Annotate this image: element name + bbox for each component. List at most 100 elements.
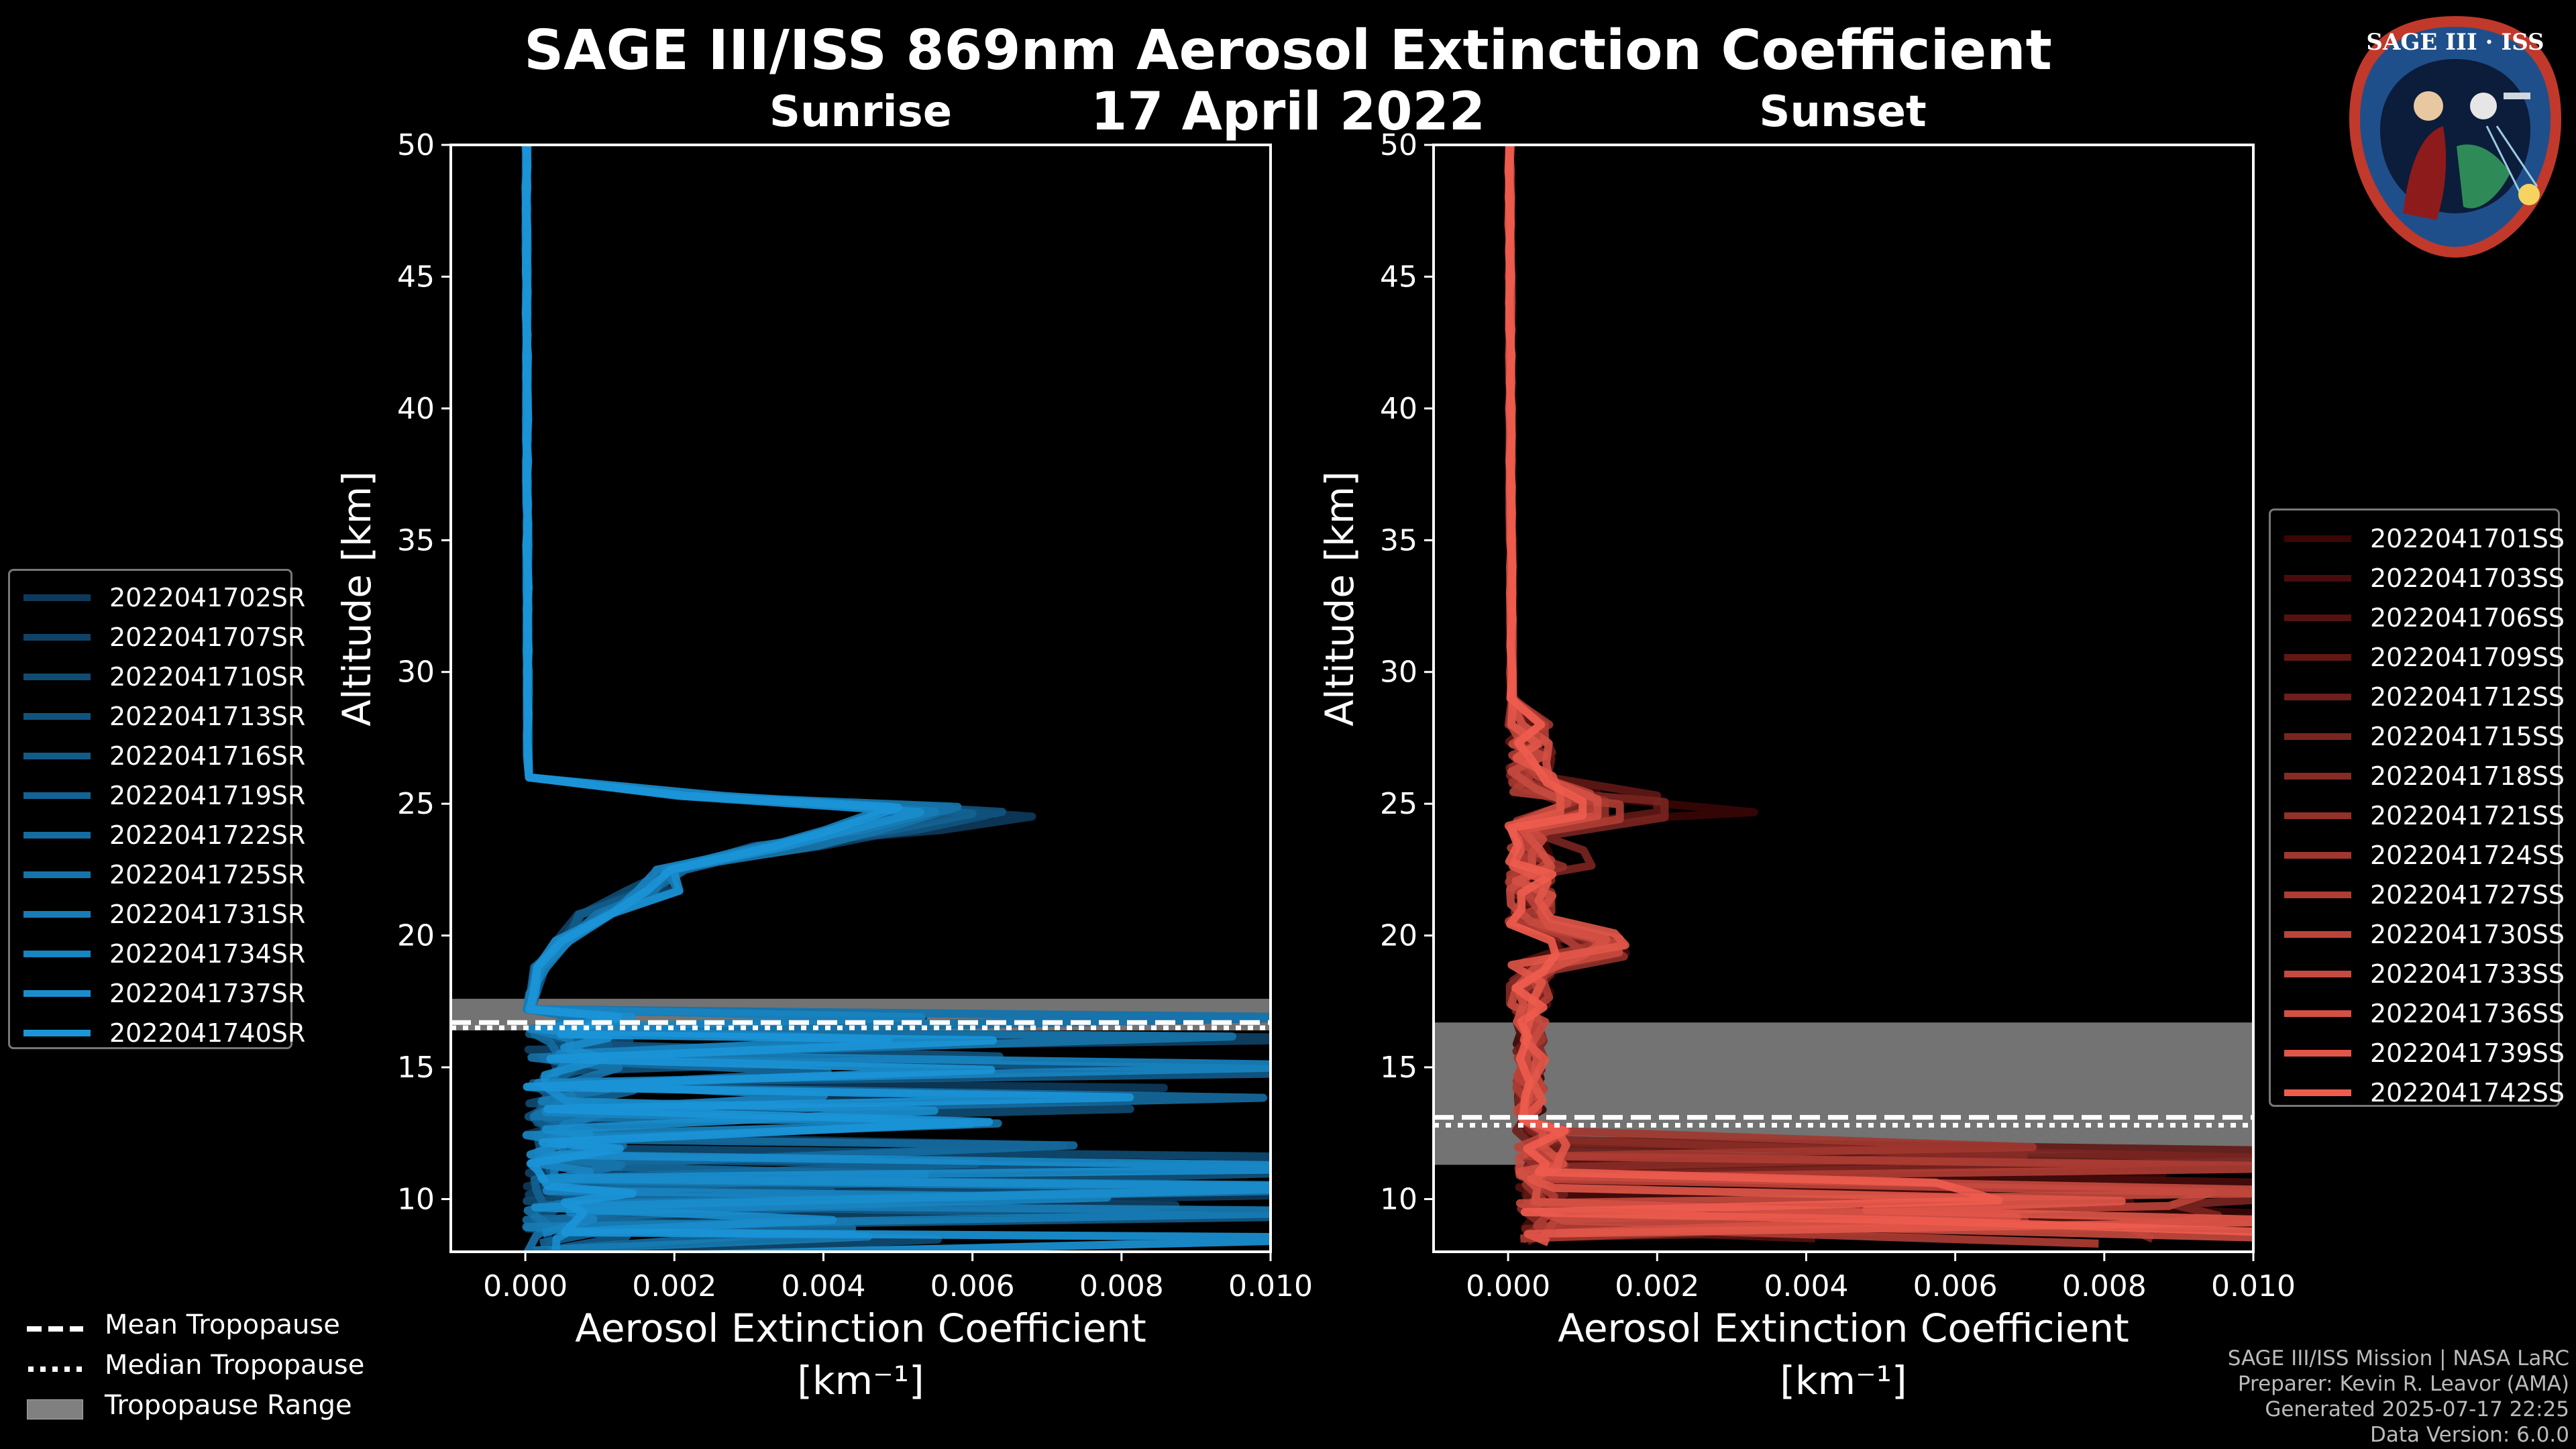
footer-credits: SAGE III/ISS Mission | NASA LaRC Prepare… (2228, 1346, 2569, 1448)
x-tick-label: 0.008 (1079, 1269, 1164, 1303)
profiles-group (521, 145, 1271, 1252)
legend-label: 2022041742SS (2370, 1077, 2565, 1108)
legend-swatch (23, 871, 91, 878)
legend-label: 2022041721SS (2370, 800, 2565, 830)
legend-label: 2022041710SR (109, 661, 306, 692)
legend-label: 2022041725SR (109, 859, 306, 890)
y-tick-label: 35 (1380, 523, 1417, 557)
x-tick-label: 0.006 (930, 1269, 1015, 1303)
legend-item: 2022041718SS (2277, 756, 2565, 796)
legend-label: 2022041730SS (2370, 919, 2565, 949)
legend-label: 2022041713SR (109, 701, 306, 731)
legend-item: 2022041742SS (2277, 1073, 2565, 1112)
legend-item: 2022041740SR (17, 1013, 305, 1053)
legend-label: 2022041706SS (2370, 602, 2565, 633)
chart-title: SAGE III/ISS 869nm Aerosol Extinction Co… (524, 19, 2052, 83)
plot-sunset: 10 15 20 25 30 35 40 45 50 0.000 0.002 0.004 0.006 0.… (1317, 128, 2296, 1403)
legend-swatch (2284, 970, 2351, 977)
legend-item: 2022041715SS (2277, 716, 2565, 756)
legend-item: 2022041709SS (2277, 637, 2565, 677)
y-tick-label: 40 (1380, 392, 1417, 426)
legend-item: 2022041701SS (2277, 519, 2565, 558)
footer-preparer: Preparer: Kevin R. Leavor (AMA) (2237, 1372, 2569, 1396)
y-tick-label: 15 (1380, 1051, 1417, 1085)
legend-label: 2022041727SS (2370, 879, 2565, 910)
y-tick-label: 50 (397, 128, 435, 162)
legend-item: 2022041733SS (2277, 954, 2565, 994)
legend-label: 2022041724SS (2370, 840, 2565, 870)
legend-swatch (2284, 733, 2351, 740)
legend-item: 2022041703SS (2277, 558, 2565, 598)
legend-median-label: Median Tropopause (105, 1350, 365, 1381)
legend-swatch (23, 752, 91, 759)
legend-swatch (2284, 772, 2351, 780)
legend-label: 2022041716SR (109, 741, 306, 771)
legend-mean-label: Mean Tropopause (105, 1309, 340, 1340)
plot-frame (449, 144, 1272, 1253)
legend-swatch (23, 910, 91, 918)
legend-swatch (23, 989, 91, 997)
legend-label: 2022041719SR (109, 780, 306, 810)
y-tick-label: 30 (1380, 655, 1417, 690)
legend-median-tropopause: Median Tropopause (20, 1345, 364, 1385)
legend-swatch (2284, 535, 2351, 542)
y-tick-label: 45 (1380, 260, 1417, 294)
sunset-legend: 2022041701SS 2022041703SS 2022041706SS 2022… (2269, 508, 2565, 1108)
legend-swatch (23, 1029, 91, 1036)
legend-swatch (2284, 693, 2351, 700)
legend-label: 2022041736SS (2370, 998, 2565, 1028)
legend-range-label: Tropopause Range (105, 1390, 352, 1421)
y-tick-label: 15 (397, 1051, 435, 1085)
plot-sunrise: 10 15 20 25 30 35 40 45 50 0.000 0.002 0.004 0.006 0.… (334, 128, 1313, 1403)
y-tick-label: 20 (1380, 919, 1417, 953)
x-tick-label: 0.010 (2211, 1269, 2296, 1303)
legend-swatch (2284, 812, 2351, 819)
x-axis-unit: [km⁻¹] (797, 1358, 924, 1403)
legend-item: 2022041727SS (2277, 875, 2565, 914)
legend-swatch (2284, 1089, 2351, 1096)
legend-item: 2022041721SS (2277, 796, 2565, 835)
legend-swatch (23, 594, 91, 601)
legend-item: 2022041710SR (17, 657, 305, 696)
legend-label: 2022041707SR (109, 622, 306, 652)
y-tick-label: 40 (397, 392, 435, 426)
x-tick-label: 0.004 (1764, 1269, 1848, 1303)
legend-swatch (2284, 891, 2351, 898)
y-axis-label: Altitude [km] (1317, 471, 1362, 726)
dashed-line-icon (27, 1315, 83, 1335)
y-tick-label: 10 (1380, 1182, 1417, 1216)
legend-item: 2022041734SR (17, 934, 305, 973)
legend-item: 2022041736SS (2277, 994, 2565, 1033)
legend-swatch (2284, 851, 2351, 859)
dotted-line-icon (27, 1355, 83, 1375)
legend-label: 2022041731SR (109, 899, 306, 929)
profile-line-2022041740SR (521, 145, 1271, 1252)
legend-label: 2022041740SR (109, 1018, 306, 1048)
legend-label: 2022041737SR (109, 978, 306, 1008)
legend-swatch (2284, 574, 2351, 582)
footer-generated: Generated 2025-07-17 22:25 (2265, 1397, 2569, 1421)
x-tick-label: 0.010 (1228, 1269, 1313, 1303)
legend-item: 2022041731SR (17, 894, 305, 934)
y-tick-label: 45 (397, 260, 435, 294)
y-tick-label: 25 (1380, 787, 1417, 821)
x-tick-label: 0.008 (2062, 1269, 2147, 1303)
legend-item: 2022041719SR (17, 775, 305, 815)
legend-swatch (23, 950, 91, 957)
legend-swatch (23, 712, 91, 720)
sage-mission-logo: SAGE III · ISS (2343, 12, 2568, 262)
y-tick-label: 10 (397, 1182, 435, 1216)
chart-date: 17 April 2022 (1090, 82, 1486, 142)
legend-swatch (2284, 930, 2351, 938)
legend-item: 2022041737SR (17, 973, 305, 1013)
legend-swatch (23, 831, 91, 839)
legend-label: 2022041715SS (2370, 721, 2565, 751)
legend-item: 2022041722SR (17, 815, 305, 855)
legend-label: 2022041701SS (2370, 523, 2565, 553)
x-axis-unit: [km⁻¹] (1780, 1358, 1907, 1403)
plot-frame (1432, 144, 2255, 1253)
legend-swatch (23, 673, 91, 680)
legend-label: 2022041734SR (109, 938, 306, 969)
legend-item: 2022041725SR (17, 855, 305, 894)
